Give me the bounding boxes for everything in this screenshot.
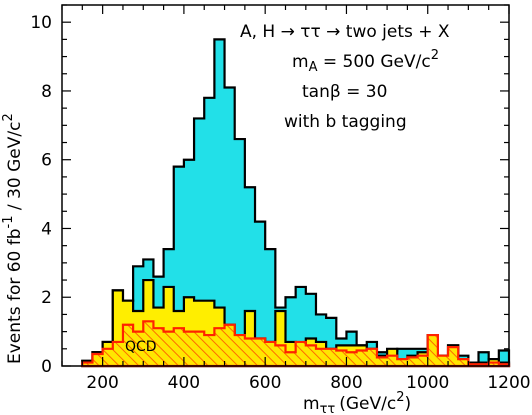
x-axis-title: mττ (GeV/c2) bbox=[303, 390, 411, 415]
x-tick-label: 400 bbox=[168, 373, 200, 393]
y-axis-title: Events for 60 fb-1 / 30 GeV/c2 bbox=[1, 113, 25, 364]
annotation-btag: with b tagging bbox=[284, 112, 407, 132]
y-tick-label: 2 bbox=[41, 288, 52, 308]
annotation-mass: mA = 500 GeV/c2 bbox=[292, 48, 439, 75]
x-tick-label: 1200 bbox=[487, 373, 530, 393]
y-tick-label: 10 bbox=[30, 13, 52, 33]
histogram-qcd bbox=[81, 320, 511, 368]
y-tick-label: 4 bbox=[41, 219, 52, 239]
x-tick-label: 200 bbox=[86, 373, 118, 393]
x-tick-label: 1000 bbox=[406, 373, 449, 393]
histogram-layers bbox=[81, 38, 511, 368]
y-tick-label: 8 bbox=[41, 82, 52, 102]
x-tick-label: 600 bbox=[249, 373, 281, 393]
x-tick-label: 800 bbox=[330, 373, 362, 393]
y-tick-label: 0 bbox=[41, 357, 52, 377]
annotation-tanbeta: tanβ = 30 bbox=[302, 82, 387, 102]
annotation-process: A, H → ττ → two jets + X bbox=[240, 22, 450, 42]
axes: 200 400 600 800 1000 1200 0 2 4 6 8 10 bbox=[30, 4, 531, 393]
qcd-label: QCD bbox=[125, 339, 157, 355]
y-tick-label: 6 bbox=[41, 151, 52, 171]
